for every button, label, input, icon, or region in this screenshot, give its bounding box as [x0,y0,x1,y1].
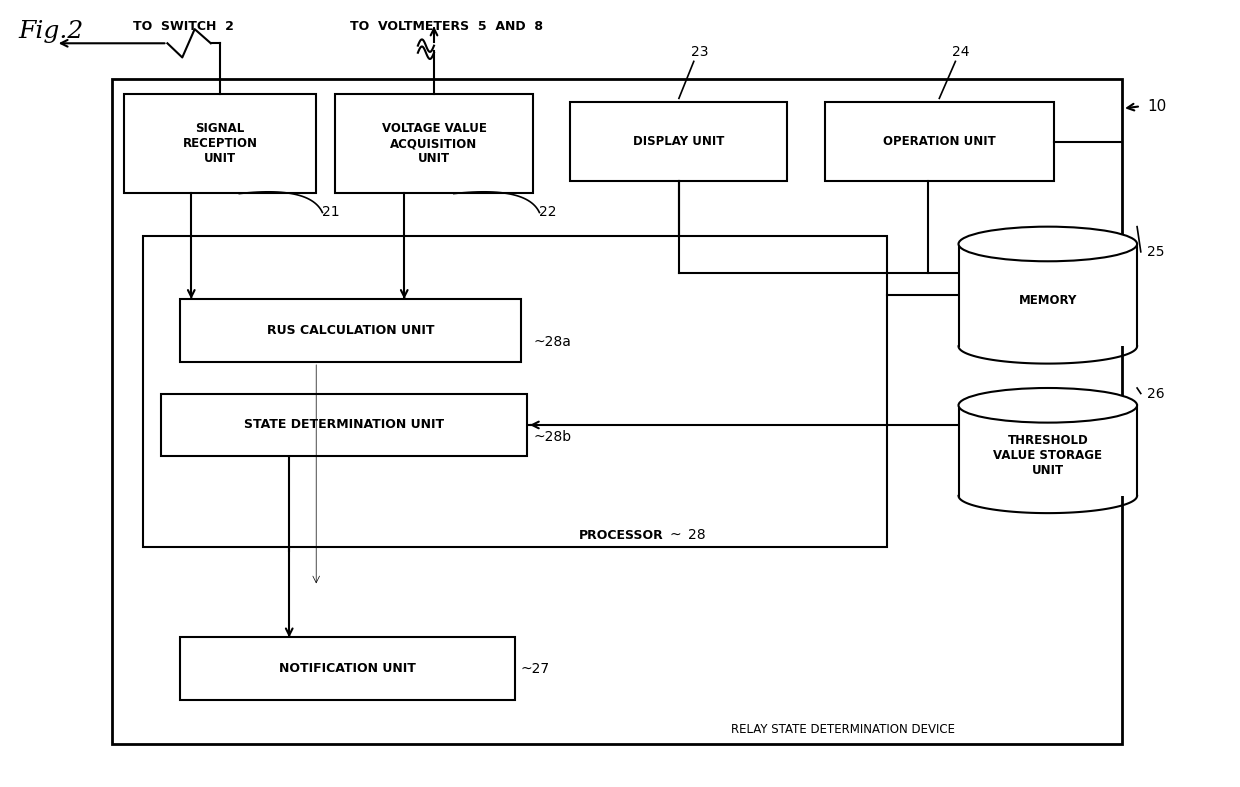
Text: RUS CALCULATION UNIT: RUS CALCULATION UNIT [267,324,434,337]
Text: ~27: ~27 [521,662,549,676]
Bar [180,299,521,362]
Text: 10: 10 [1147,98,1167,114]
Text: MEMORY: MEMORY [1018,294,1078,307]
Text: TO  SWITCH  2: TO SWITCH 2 [133,20,234,33]
Text: 25: 25 [1147,245,1164,259]
Bar [959,405,1137,496]
Text: 28: 28 [688,528,706,542]
Bar [959,244,1137,346]
Text: 23: 23 [692,45,709,59]
Text: 22: 22 [539,205,557,220]
Bar [180,637,515,700]
Text: ~28a: ~28a [533,335,572,349]
Bar [161,394,527,456]
Text: ~: ~ [670,528,681,542]
Text: TO  VOLTMETERS  5  AND  8: TO VOLTMETERS 5 AND 8 [350,20,543,33]
Text: Fig.2: Fig.2 [19,20,84,42]
Bar [124,94,316,193]
Bar [143,236,887,547]
Text: OPERATION UNIT: OPERATION UNIT [883,135,996,148]
Text: NOTIFICATION UNIT: NOTIFICATION UNIT [279,663,415,675]
Text: 24: 24 [952,45,970,59]
Text: STATE DETERMINATION UNIT: STATE DETERMINATION UNIT [244,419,444,431]
Bar [570,102,787,181]
Bar [825,102,1054,181]
Text: RELAY STATE DETERMINATION DEVICE: RELAY STATE DETERMINATION DEVICE [732,722,955,736]
Text: ~28b: ~28b [533,430,572,444]
Text: 26: 26 [1147,386,1164,401]
Bar [112,79,1122,744]
Text: DISPLAY UNIT: DISPLAY UNIT [634,135,724,148]
Text: THRESHOLD
VALUE STORAGE
UNIT: THRESHOLD VALUE STORAGE UNIT [993,434,1102,477]
Text: VOLTAGE VALUE
ACQUISITION
UNIT: VOLTAGE VALUE ACQUISITION UNIT [382,122,486,165]
Bar [335,94,533,193]
Ellipse shape [959,227,1137,261]
Text: PROCESSOR: PROCESSOR [579,529,663,541]
Ellipse shape [959,388,1137,423]
Text: 21: 21 [322,205,340,220]
Text: SIGNAL
RECEPTION
UNIT: SIGNAL RECEPTION UNIT [182,122,258,165]
